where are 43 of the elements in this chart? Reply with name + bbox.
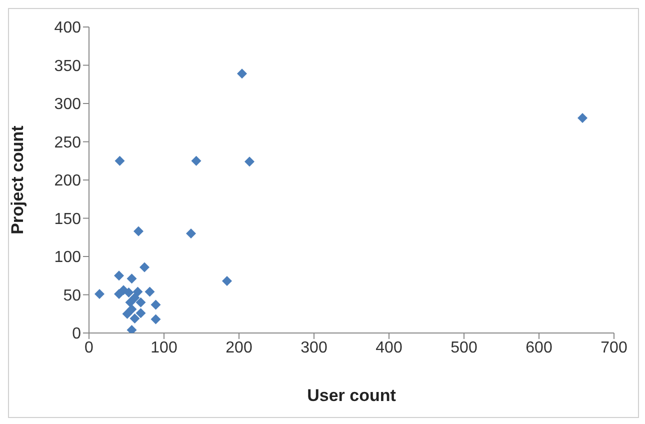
point	[114, 156, 125, 166]
x-tick-label: 600	[526, 339, 552, 356]
x-tick-label: 0	[84, 339, 94, 356]
y-tick-label: 350	[54, 58, 82, 75]
point	[122, 308, 132, 319]
point	[150, 300, 161, 310]
point	[132, 286, 143, 297]
y-tick-label: 400	[54, 20, 82, 37]
y-tick-label: 150	[54, 210, 82, 228]
point	[124, 287, 134, 298]
point	[578, 113, 588, 124]
point	[186, 228, 196, 239]
point	[191, 156, 202, 166]
x-axis-title: User count	[307, 386, 396, 405]
point	[126, 274, 137, 284]
point	[94, 288, 104, 299]
x-tick-label: 400	[376, 339, 402, 356]
point	[126, 324, 137, 333]
point	[130, 313, 140, 324]
x-tick-label: 500	[450, 339, 478, 356]
y-tick-label: 100	[54, 249, 82, 266]
point	[222, 276, 232, 286]
y-tick-label: 50	[63, 287, 82, 304]
point	[136, 308, 146, 318]
y-tick-label: 250	[54, 134, 82, 152]
y-tick-label: 200	[54, 172, 82, 190]
point	[144, 286, 155, 297]
x-tick-label: 700	[600, 339, 628, 356]
y-axis-title: Project count	[8, 125, 28, 234]
x-tick-label: 100	[150, 339, 178, 356]
y-tick-label: 300	[54, 96, 82, 114]
point	[114, 270, 124, 281]
point	[126, 304, 137, 314]
point	[140, 262, 150, 272]
point	[130, 292, 140, 303]
point	[136, 297, 146, 308]
point	[237, 68, 247, 79]
point	[150, 314, 161, 324]
point	[134, 226, 144, 236]
x-tick-label: 300	[300, 339, 328, 356]
x-tick-label: 200	[226, 339, 252, 356]
y-tick-label: 0	[72, 326, 82, 343]
point	[244, 156, 254, 167]
